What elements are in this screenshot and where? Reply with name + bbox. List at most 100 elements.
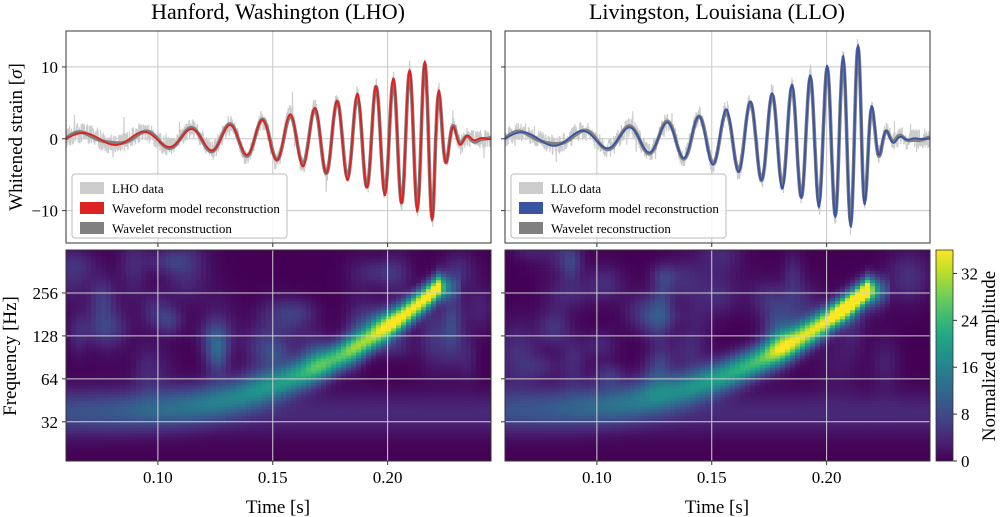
heatmap-cell [156, 292, 162, 296]
heatmap-cell [171, 397, 177, 402]
heatmap-cell [286, 301, 292, 305]
heatmap-cell [156, 448, 162, 453]
heatmap-cell [111, 262, 117, 266]
heatmap-cell [256, 337, 262, 342]
heatmap-cell [326, 340, 332, 345]
legend-box [510, 173, 727, 239]
heatmap-cell [121, 355, 127, 360]
heatmap-cell [241, 370, 247, 375]
heatmap-cell [86, 313, 92, 317]
heatmap-cell [271, 361, 277, 366]
heatmap-cell [391, 406, 397, 411]
heatmap-cell [346, 385, 352, 390]
heatmap-cell [391, 457, 397, 461]
heatmap-cell [361, 400, 367, 405]
heatmap-cell [106, 340, 112, 345]
heatmap-cell [181, 256, 187, 260]
heatmap-cell [216, 391, 222, 396]
heatmap-cell [66, 388, 72, 393]
heatmap-cell [136, 397, 142, 402]
heatmap-cell [206, 292, 212, 296]
heatmap-cell [156, 352, 162, 357]
heatmap-cell [336, 400, 342, 405]
heatmap-cell [96, 436, 102, 441]
heatmap-cell [141, 340, 147, 345]
heatmap-cell [326, 409, 332, 414]
heatmap-cell [146, 385, 152, 390]
heatmap-cell [96, 328, 102, 332]
heatmap-cell [316, 373, 322, 378]
heatmap-cell [341, 340, 347, 345]
heatmap-cell [386, 385, 392, 390]
heatmap-cell [401, 283, 407, 287]
heatmap-cell [146, 271, 152, 275]
heatmap-cell [151, 319, 157, 323]
heatmap-cell [336, 274, 342, 278]
heatmap-cell [106, 301, 112, 305]
heatmap-cell [121, 442, 127, 447]
heatmap-cell [181, 346, 187, 351]
heatmap-cell [191, 445, 197, 450]
heatmap-cell [186, 412, 192, 417]
heatmap-cell [86, 397, 92, 402]
heatmap-cell [166, 349, 172, 354]
heatmap-cell [66, 448, 72, 453]
heatmap-cell [371, 331, 377, 335]
heatmap-cell [276, 262, 282, 266]
heatmap-cell [356, 457, 362, 461]
heatmap-cell [346, 427, 352, 432]
heatmap-cell [91, 268, 97, 272]
heatmap-cell [86, 283, 92, 287]
heatmap-cell [71, 388, 77, 393]
heatmap-cell [91, 295, 97, 299]
heatmap-cell [296, 304, 302, 308]
heatmap-cell [86, 328, 92, 332]
heatmap-cell [251, 400, 257, 405]
heatmap-cell [146, 358, 152, 363]
heatmap-cell [171, 343, 177, 348]
heatmap-cell [106, 265, 112, 269]
heatmap-cell [106, 289, 112, 293]
heatmap-cell [236, 346, 242, 351]
heatmap-cell [231, 367, 237, 372]
heatmap-cell [301, 331, 307, 335]
heatmap-cell [96, 292, 102, 296]
heatmap-cell [161, 283, 167, 287]
heatmap-cell [116, 433, 122, 438]
heatmap-cell [271, 385, 277, 390]
heatmap-cell [211, 280, 217, 284]
heatmap-cell [306, 454, 312, 459]
heatmap-cell [261, 298, 267, 302]
heatmap-cell [401, 448, 407, 453]
heatmap-cell [386, 454, 392, 459]
heatmap-cell [126, 409, 132, 414]
heatmap-cell [286, 268, 292, 272]
heatmap-cell [71, 409, 77, 414]
heatmap-cell [326, 346, 332, 351]
heatmap-cell [191, 424, 197, 429]
heatmap-cell [141, 394, 147, 399]
heatmap-cell [296, 421, 302, 426]
heatmap-cell [231, 340, 237, 345]
heatmap-cell [211, 388, 217, 393]
heatmap-cell [91, 355, 97, 360]
heatmap-cell [296, 409, 302, 414]
heatmap-cell [196, 277, 202, 281]
heatmap-cell [196, 343, 202, 348]
heatmap-cell [326, 382, 332, 387]
heatmap-cell [386, 325, 392, 329]
heatmap-cell [111, 403, 117, 408]
heatmap-cell [356, 343, 362, 348]
heatmap-cell [321, 259, 327, 263]
heatmap-cell [366, 403, 372, 408]
heatmap-cell [116, 418, 122, 423]
heatmap-cell [321, 265, 327, 269]
heatmap-cell [171, 316, 177, 320]
heatmap-cell [241, 319, 247, 323]
heatmap-cell [211, 283, 217, 287]
heatmap-cell [386, 292, 392, 296]
heatmap-cell [266, 370, 272, 375]
heatmap-cell [171, 286, 177, 290]
heatmap-cell [336, 316, 342, 320]
heatmap-cell [356, 394, 362, 399]
